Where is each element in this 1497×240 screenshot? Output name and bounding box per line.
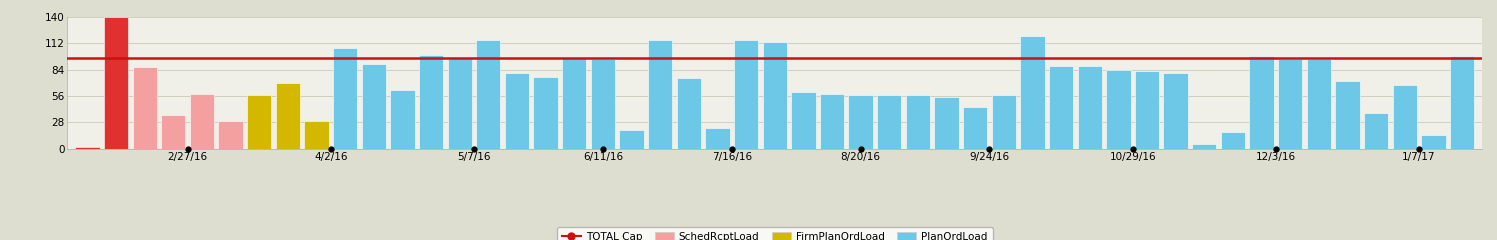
Bar (247, 95, 271, 149)
Bar (561, 57, 587, 149)
Bar (1220, 132, 1246, 149)
Bar (75, 147, 100, 149)
Bar (762, 42, 787, 149)
Bar (705, 128, 729, 149)
Bar (419, 54, 443, 149)
Bar (533, 77, 558, 149)
Bar (1421, 135, 1446, 149)
Bar (362, 64, 386, 149)
Bar (504, 73, 528, 149)
Bar (1078, 66, 1102, 149)
Bar (620, 130, 644, 149)
Bar (219, 120, 243, 149)
Bar (734, 40, 759, 149)
Bar (790, 92, 816, 149)
Bar (677, 78, 701, 149)
Bar (1049, 66, 1073, 149)
Bar (1163, 73, 1187, 149)
Bar (1307, 59, 1331, 149)
Bar (133, 67, 157, 149)
Bar (1449, 56, 1475, 149)
Bar (103, 17, 129, 149)
Bar (1135, 71, 1159, 149)
Bar (1364, 113, 1388, 149)
Bar (820, 94, 844, 149)
Bar (934, 97, 958, 149)
Bar (963, 107, 988, 149)
Bar (275, 83, 299, 149)
Bar (448, 57, 472, 149)
Bar (1278, 59, 1302, 149)
Bar (1392, 85, 1416, 149)
Bar (1192, 144, 1217, 149)
Bar (591, 59, 615, 149)
Bar (906, 95, 930, 149)
Bar (304, 121, 329, 149)
Bar (190, 94, 214, 149)
Bar (849, 95, 873, 149)
Bar (162, 115, 186, 149)
Bar (1335, 81, 1359, 149)
Bar (648, 40, 672, 149)
Bar (332, 48, 358, 149)
Bar (1021, 36, 1045, 149)
Bar (391, 90, 415, 149)
Legend: TOTAL Cap, SchedRcptLoad, FirmPlanOrdLoad, PlanOrdLoad: TOTAL Cap, SchedRcptLoad, FirmPlanOrdLoa… (557, 227, 993, 240)
Bar (476, 40, 500, 149)
Bar (877, 95, 901, 149)
Bar (991, 95, 1016, 149)
Bar (1250, 56, 1274, 149)
Bar (1106, 70, 1130, 149)
